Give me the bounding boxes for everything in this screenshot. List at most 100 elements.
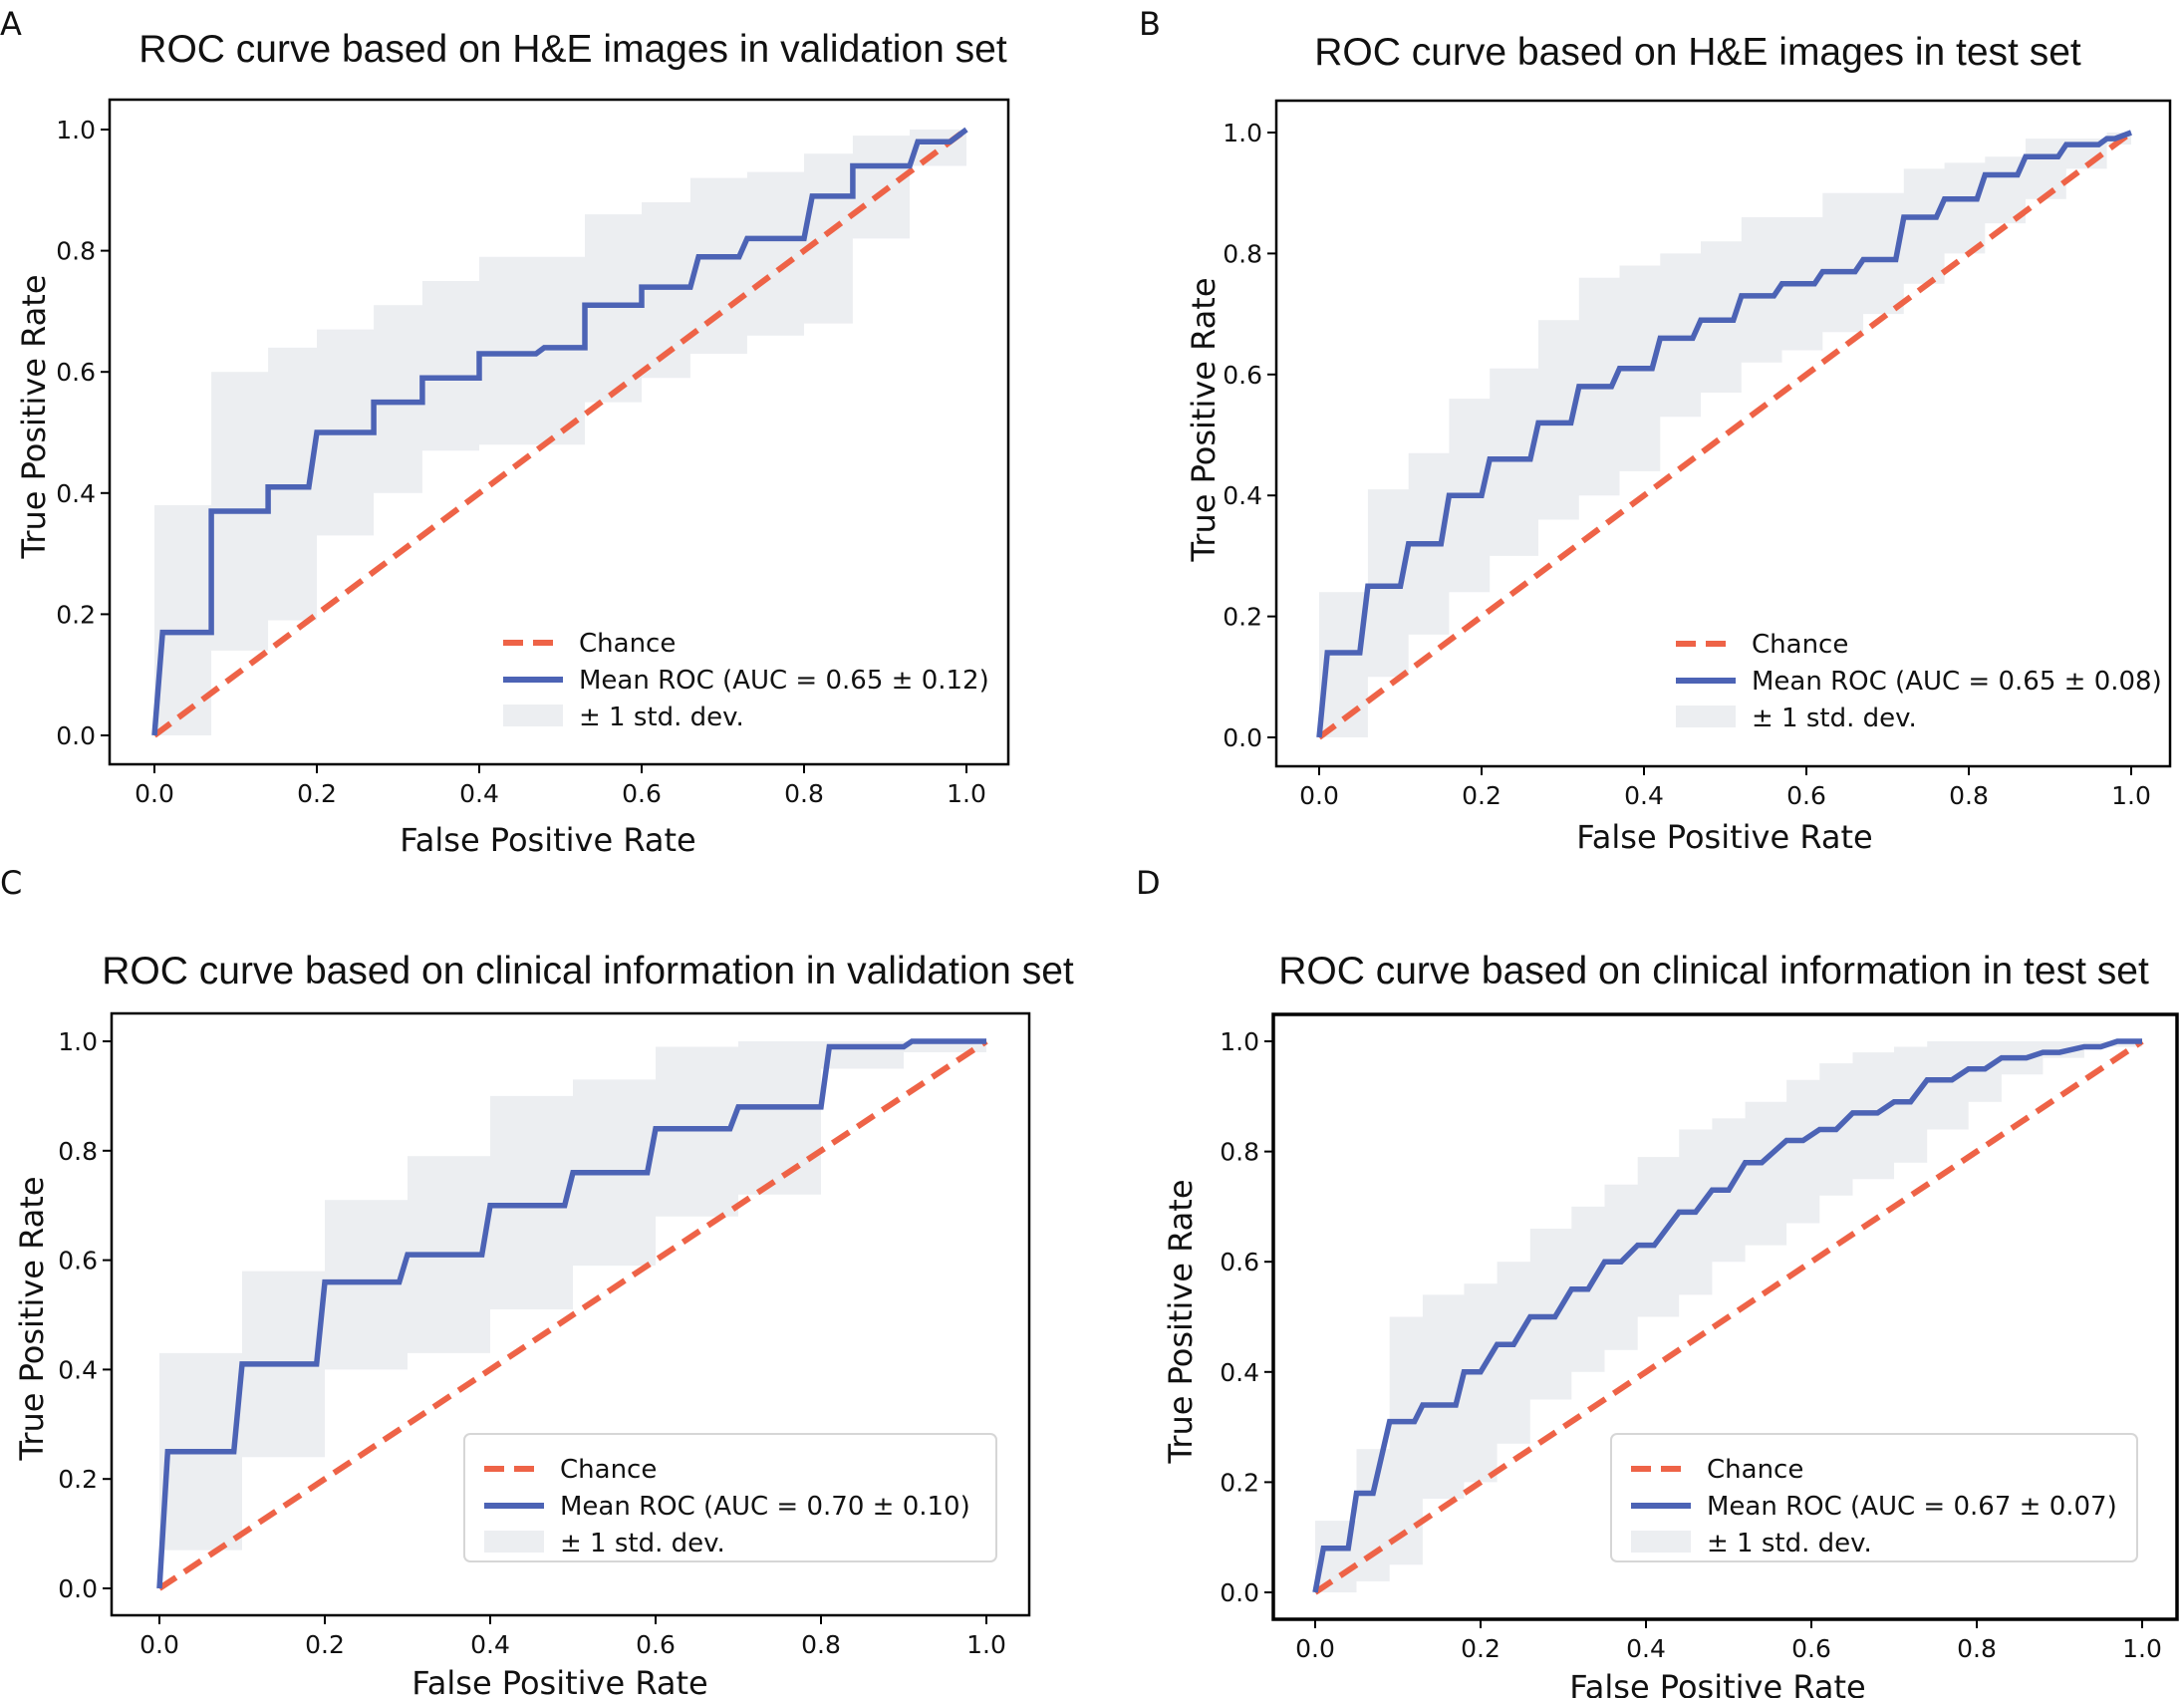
y-tick-label: 0.0 (1223, 723, 1262, 752)
y-tick-label: 0.8 (1220, 1138, 1259, 1167)
y-tick-label: 0.4 (58, 1355, 98, 1384)
y-tick-label: 0.0 (1220, 1578, 1259, 1607)
legend-entry: Chance (579, 629, 676, 659)
legend-entry: ± 1 std. dev. (560, 1529, 725, 1558)
y-tick-label: 0.4 (1220, 1358, 1259, 1387)
panel-letter: C (0, 864, 22, 902)
x-tick-label: 0.2 (297, 779, 337, 808)
legend-entry: Chance (560, 1455, 657, 1485)
y-tick-label: 0.6 (1223, 361, 1262, 390)
chart-title: ROC curve based on H&E images in test se… (1314, 31, 2081, 74)
std-dev-band (159, 1041, 986, 1551)
x-tick-label: 0.4 (1624, 781, 1664, 810)
chart-title: ROC curve based on H&E images in validat… (138, 28, 1007, 71)
legend-entry: ± 1 std. dev. (579, 703, 744, 732)
legend: Chance Mean ROC (AUC = 0.67 ± 0.07) ± 1 st… (1610, 1433, 2138, 1562)
x-tick-label: 0.0 (139, 1630, 179, 1659)
plot-area: 0.0 0.2 0.4 0.6 0.8 1.0 0.0 0.2 0.4 0.6 0.8 1.0 (1220, 1012, 2179, 1663)
y-tick-label: 1.0 (58, 1027, 98, 1056)
y-tick-label: 0.2 (1220, 1468, 1259, 1497)
chance-line (152, 127, 968, 738)
legend: Chance Mean ROC (AUC = 0.65 ± 0.08) ± 1 st… (1676, 630, 2162, 733)
x-tick-label: 0.6 (636, 1630, 676, 1659)
legend-entry: Chance (1752, 630, 1848, 660)
y-tick-label: 0.4 (1223, 481, 1262, 510)
legend-entry: Mean ROC (AUC = 0.65 ± 0.12) (579, 666, 989, 696)
y-tick-label: 0.6 (58, 1247, 98, 1275)
axes-frame (110, 1011, 1031, 1617)
x-tick-label: 0.0 (1295, 1634, 1335, 1663)
legend-entry: ± 1 std. dev. (1752, 704, 1917, 733)
x-tick-label: 1.0 (2122, 1634, 2162, 1663)
legend-entry: Chance (1707, 1455, 1803, 1485)
panel-a: A ROC curve based on H&E images in valid… (0, 5, 1010, 859)
x-tick-label: 0.6 (1786, 781, 1826, 810)
legend-band-swatch (1631, 1531, 1691, 1553)
legend-band-swatch (503, 705, 563, 726)
panel-letter: D (1136, 864, 1161, 902)
x-tick-label: 1.0 (2111, 781, 2151, 810)
legend-band-swatch (1676, 706, 1736, 727)
mean-roc-line (1312, 1038, 2142, 1593)
panel-b: B ROC curve based on H&E images in test … (1139, 5, 2172, 856)
y-axis-label: True Positive Rate (1162, 1179, 1200, 1464)
mean-roc-line (151, 127, 968, 736)
mean-roc-line (156, 1038, 986, 1589)
plot-area: 0.0 0.2 0.4 0.6 0.8 1.0 0.0 0.2 0.4 0.6 0.8 1.0 (1223, 99, 2172, 810)
legend-band-swatch (484, 1531, 544, 1553)
y-tick-label: 1.0 (1223, 119, 1262, 147)
chance-line (1313, 1038, 2144, 1595)
x-tick-label: 0.6 (1791, 1634, 1831, 1663)
x-tick-label: 0.6 (622, 779, 662, 808)
y-tick-label: 0.2 (58, 1465, 98, 1494)
panel-d: D ROC curve based on clinical informatio… (1136, 864, 2179, 1698)
plot-area: 0.0 0.2 0.4 0.6 0.8 1.0 0.0 0.2 0.4 0.6 0.8 1.0 (56, 98, 1010, 808)
legend: Chance Mean ROC (AUC = 0.70 ± 0.10) ± 1 st… (463, 1433, 997, 1562)
x-tick-label: 0.8 (1949, 781, 1989, 810)
legend-entry: Mean ROC (AUC = 0.70 ± 0.10) (560, 1492, 970, 1522)
x-tick-label: 0.2 (305, 1630, 345, 1659)
y-axis-label: True Positive Rate (13, 1176, 51, 1461)
chance-line (1317, 130, 2133, 740)
x-tick-label: 1.0 (947, 779, 986, 808)
legend-frame (463, 1433, 997, 1562)
panel-letter: A (0, 5, 22, 43)
y-tick-label: 1.0 (56, 116, 96, 144)
legend-entry: ± 1 std. dev. (1707, 1529, 1872, 1558)
axes-frame (1274, 99, 2172, 768)
y-tick-label: 0.6 (1220, 1248, 1259, 1276)
x-axis-label: False Positive Rate (411, 1664, 707, 1698)
y-tick-label: 0.8 (58, 1137, 98, 1166)
y-tick-label: 1.0 (1220, 1027, 1259, 1056)
axes-frame (108, 98, 1010, 766)
y-axis-label: True Positive Rate (1185, 277, 1223, 562)
x-tick-label: 1.0 (966, 1630, 1006, 1659)
x-tick-label: 0.0 (135, 779, 174, 808)
panel-c: C ROC curve based on clinical informatio… (0, 864, 1074, 1698)
legend-entry: Mean ROC (AUC = 0.65 ± 0.08) (1752, 667, 2162, 697)
y-tick-label: 0.8 (56, 237, 96, 266)
plot-area: 0.0 0.2 0.4 0.6 0.8 1.0 0.0 0.2 0.4 0.6 0.8 1.0 (58, 1011, 1031, 1659)
legend-frame (1610, 1433, 2138, 1562)
y-tick-label: 0.2 (1223, 603, 1262, 632)
chance-line (157, 1038, 988, 1591)
x-tick-label: 0.4 (1626, 1634, 1666, 1663)
x-tick-label: 0.8 (784, 779, 824, 808)
y-axis-label: True Positive Rate (15, 274, 53, 559)
y-tick-label: 0.6 (56, 358, 96, 387)
x-tick-label: 0.4 (470, 1630, 510, 1659)
x-axis-label: False Positive Rate (1576, 818, 1872, 856)
x-tick-label: 0.2 (1462, 781, 1502, 810)
x-tick-label: 0.0 (1299, 781, 1339, 810)
mean-roc-line (1316, 130, 2132, 738)
x-axis-label: False Positive Rate (400, 821, 695, 859)
x-tick-label: 0.4 (459, 779, 499, 808)
chart-title: ROC curve based on clinical information … (1278, 950, 2149, 992)
y-tick-label: 0.0 (56, 721, 96, 750)
x-tick-label: 0.8 (1957, 1634, 1997, 1663)
chart-title: ROC curve based on clinical information … (102, 950, 1074, 992)
x-tick-label: 0.8 (801, 1630, 841, 1659)
x-axis-label: False Positive Rate (1569, 1668, 1865, 1698)
panel-letter: B (1139, 5, 1161, 43)
